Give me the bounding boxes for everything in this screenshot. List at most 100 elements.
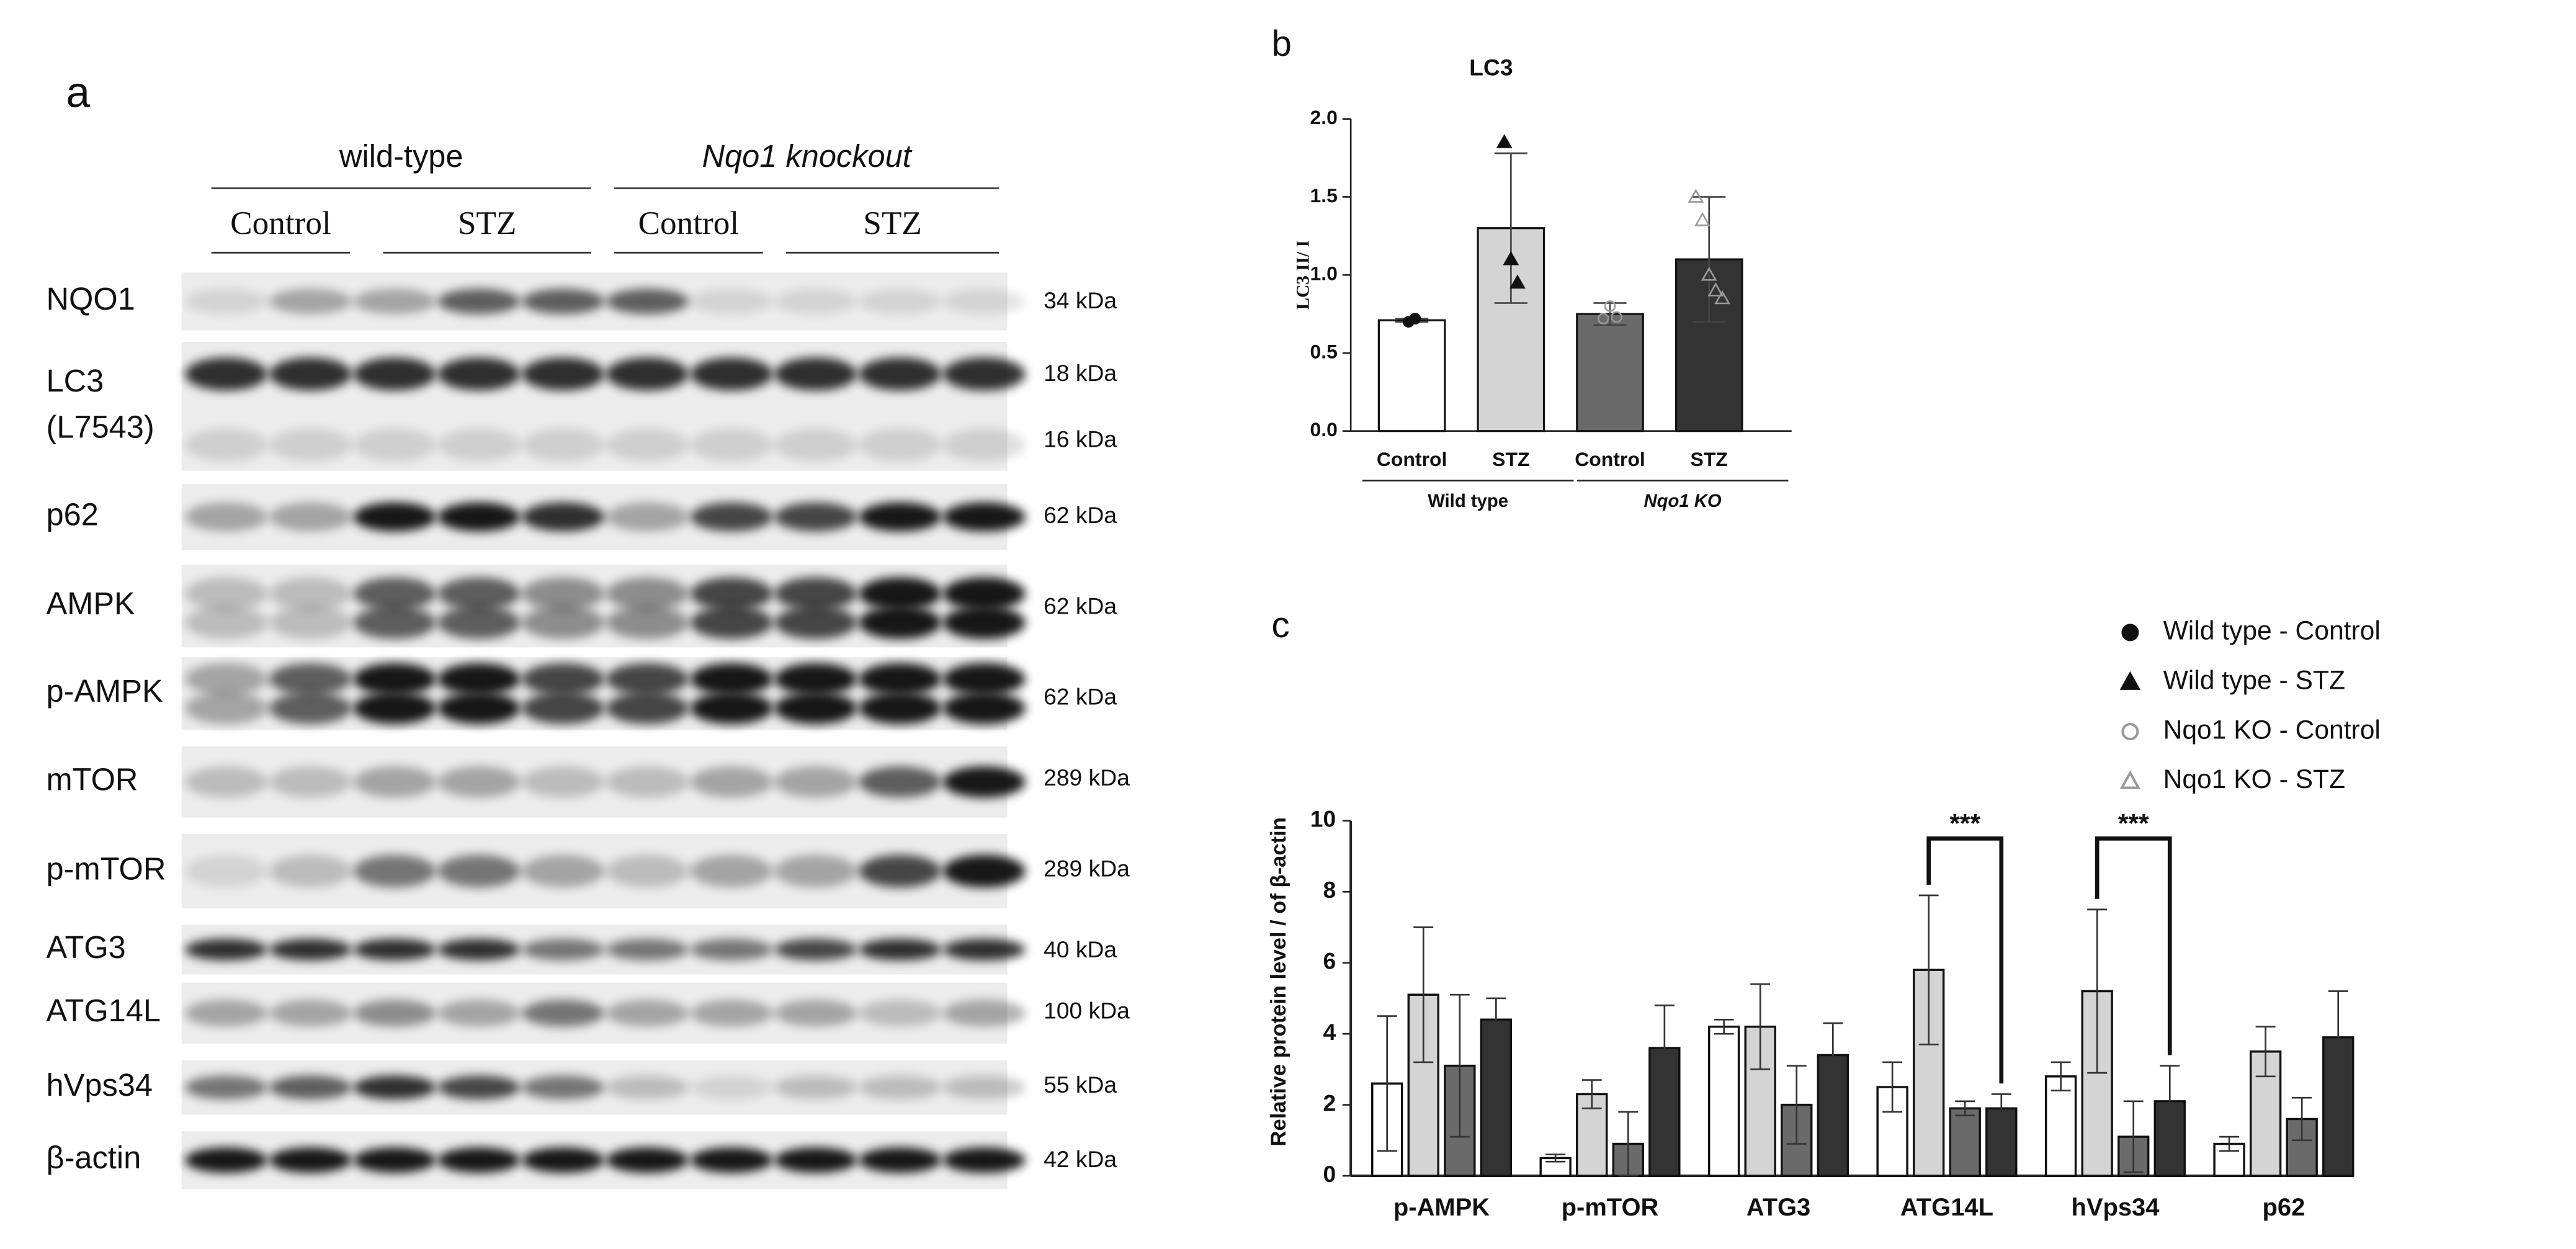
band — [269, 577, 352, 611]
band — [269, 428, 352, 462]
band — [690, 577, 773, 611]
y-axis-label: LC3 II/ I — [1293, 240, 1313, 310]
error-bar — [1449, 993, 1470, 1138]
error-bar — [1545, 1153, 1566, 1163]
data-point — [1611, 311, 1622, 323]
band — [942, 357, 1026, 391]
band — [185, 606, 268, 640]
band — [522, 357, 605, 391]
x-tick-label: Control — [1575, 448, 1645, 470]
band — [185, 1075, 268, 1099]
error-bar — [2051, 1061, 2071, 1092]
kda-label: 289 kDa — [1044, 764, 1130, 790]
band — [353, 428, 436, 462]
bar — [1477, 227, 1545, 432]
x-tick-label: STZ — [1691, 448, 1728, 470]
band — [774, 502, 857, 532]
error-bar — [2087, 908, 2108, 1074]
band — [353, 663, 436, 696]
band — [269, 854, 352, 888]
data-point — [1503, 251, 1519, 266]
x-tick-label: Control — [1377, 448, 1447, 470]
band — [353, 1075, 436, 1099]
band — [942, 606, 1026, 640]
band — [859, 854, 942, 888]
band — [942, 938, 1026, 960]
x-tick-label: STZ — [1492, 448, 1529, 470]
kda-label: 40 kDa — [1044, 936, 1117, 962]
band — [606, 357, 689, 391]
band — [690, 938, 773, 960]
data-point — [1496, 134, 1513, 148]
subgroup-label: STZ — [458, 205, 517, 241]
error-bar — [2123, 1100, 2144, 1173]
band — [606, 663, 689, 696]
band — [522, 502, 605, 532]
significance-bracket — [2095, 836, 2172, 1055]
error-bar — [1581, 1079, 1602, 1109]
band — [522, 1000, 605, 1027]
x-tick-label: ATG3 — [1746, 1194, 1810, 1221]
band — [690, 692, 773, 725]
band — [942, 428, 1026, 462]
band — [774, 606, 857, 640]
band — [353, 938, 436, 960]
error-bar — [1882, 1061, 1903, 1113]
band — [859, 289, 942, 315]
band — [690, 1075, 773, 1099]
band — [690, 502, 773, 532]
band — [690, 357, 773, 391]
band — [774, 854, 857, 888]
bar — [1377, 319, 1446, 432]
band — [690, 854, 773, 888]
band — [269, 663, 352, 696]
band — [185, 692, 268, 725]
band — [942, 766, 1026, 798]
band — [353, 854, 436, 888]
band — [942, 663, 1026, 696]
row-label: AMPK — [47, 586, 136, 621]
band — [690, 663, 773, 696]
group-label: Nqo1 knockout — [702, 138, 913, 174]
band — [859, 357, 942, 391]
band — [774, 1075, 857, 1099]
error-bar — [1955, 1100, 1975, 1117]
panel-label: b — [1271, 24, 1292, 64]
legend-label: Wild type - Control — [2163, 616, 2381, 646]
band — [774, 1147, 857, 1173]
band — [942, 1147, 1026, 1173]
error-bar — [2255, 1026, 2276, 1078]
band — [522, 577, 605, 611]
band — [859, 428, 942, 462]
row-sublabel: (L7543) — [47, 409, 154, 444]
data-point — [1409, 313, 1421, 325]
kda-label: 55 kDa — [1044, 1072, 1117, 1098]
error-bar — [1654, 1005, 1675, 1092]
row-label: β-actin — [47, 1140, 141, 1175]
band — [942, 854, 1026, 888]
kda-label: 42 kDa — [1044, 1146, 1117, 1172]
band — [522, 1147, 605, 1173]
band — [437, 1000, 521, 1027]
band — [690, 606, 773, 640]
band — [942, 1075, 1026, 1099]
subgroup-label: Control — [638, 205, 740, 241]
band — [606, 692, 689, 725]
band — [185, 1147, 268, 1173]
band — [353, 357, 436, 391]
band — [437, 766, 521, 798]
row-label: NQO1 — [47, 281, 135, 316]
row-label: p-AMPK — [47, 673, 163, 709]
band — [606, 1075, 689, 1099]
x-tick-label: p62 — [2263, 1194, 2305, 1221]
row-label: p62 — [47, 496, 99, 532]
y-tick-label: 10 — [1310, 806, 1336, 832]
band — [606, 1147, 689, 1173]
row-label: hVps34 — [47, 1067, 153, 1103]
data-point — [1714, 290, 1730, 305]
data-point — [1707, 282, 1724, 297]
band — [522, 289, 605, 315]
error-bar — [2219, 1135, 2240, 1152]
band — [185, 289, 268, 315]
data-point — [1688, 189, 1704, 203]
